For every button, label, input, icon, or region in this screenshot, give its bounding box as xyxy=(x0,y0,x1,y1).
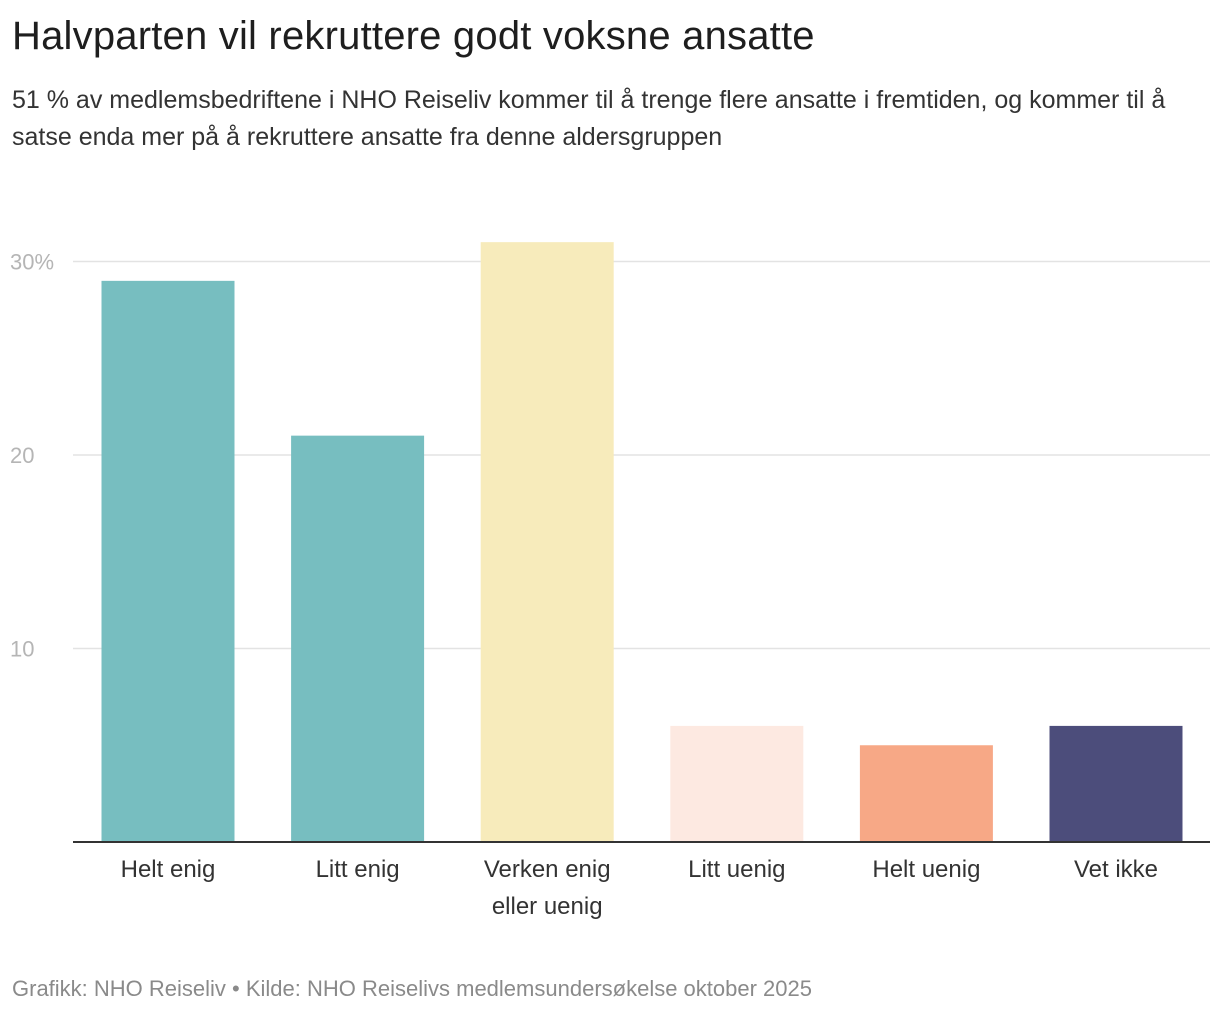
x-tick-label: Helt enig xyxy=(121,856,216,883)
x-tick-label: Verken enig eller uenig xyxy=(484,856,611,920)
chart-subtitle: 51 % av medlemsbedriftene i NHO Reiseliv… xyxy=(12,86,1166,151)
bar xyxy=(101,280,235,843)
x-tick-label: Litt enig xyxy=(316,856,400,883)
y-tick-label: 10 xyxy=(10,637,34,662)
x-tick-label: Litt uenig xyxy=(688,856,785,883)
bar xyxy=(480,242,614,842)
source-credit: Grafikk: NHO Reiseliv • Kilde: NHO Reise… xyxy=(12,976,812,1001)
bar-chart: 10 20 30% Helt enig Litt enig Verken enig elle… xyxy=(10,242,1210,920)
x-tick-label-line: Helt uenig xyxy=(872,856,980,883)
x-tick-label-line: Litt uenig xyxy=(688,856,785,883)
bar xyxy=(291,435,425,842)
x-tick-label: Vet ikke xyxy=(1074,856,1158,883)
bar xyxy=(670,725,804,842)
y-tick-label: 20 xyxy=(10,443,34,468)
bar xyxy=(859,745,993,842)
bar xyxy=(1049,725,1183,842)
x-tick-label-line: Helt enig xyxy=(121,856,216,883)
x-tick-label-line: Verken enig xyxy=(484,856,611,883)
x-tick-label-line: Litt enig xyxy=(316,856,400,883)
chart-title: Halvparten vil rekruttere godt voksne an… xyxy=(12,14,815,58)
x-tick-label-line: Vet ikke xyxy=(1074,856,1158,883)
x-tick-label-line: eller uenig xyxy=(492,893,603,920)
x-tick-label: Helt uenig xyxy=(872,856,980,883)
y-tick-label: 30% xyxy=(10,250,54,275)
